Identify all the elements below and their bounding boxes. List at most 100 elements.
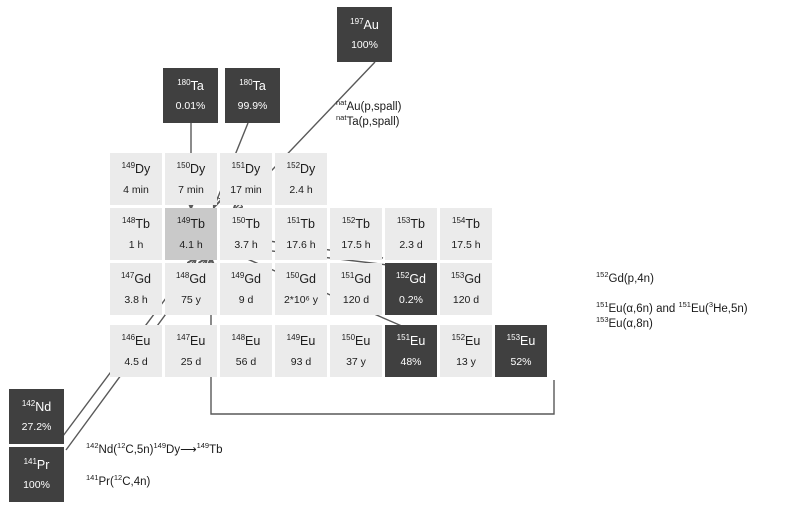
- annotation-eu-routes: 151Eu(α,6n) and 151Eu(3He,5n) 153Eu(α,8n…: [596, 300, 748, 332]
- nuclide-halflife-or-abundance: 3.8 h: [124, 293, 148, 306]
- nuclide-element-symbol: Tb: [190, 217, 205, 231]
- nuclide-halflife-or-abundance: 4.1 h: [179, 238, 203, 251]
- nuclide-cell-151Tb: 151Tb 17.6 h: [275, 208, 327, 260]
- nuclide-element-symbol: Eu: [190, 334, 206, 348]
- nuclide-element-symbol: Gd: [134, 272, 152, 286]
- nuclide-halflife-or-abundance: 25 d: [180, 355, 202, 368]
- nuclide-halflife-or-abundance: 2.4 h: [289, 183, 313, 196]
- eu-a8n-mass: 153: [596, 315, 609, 325]
- nuclide-cell-148Gd: 148Gd 75 y: [165, 263, 217, 315]
- tb149-element: Tb: [209, 444, 223, 456]
- nuclide-label: 152Tb: [342, 216, 370, 231]
- nuclide-label: 150Dy: [176, 160, 206, 176]
- nuclide-element-symbol: Dy: [190, 162, 206, 176]
- nuclide-mass-number: 149: [121, 160, 136, 170]
- nuclide-cell-148Eu: 148Eu 56 d: [220, 325, 272, 377]
- nuclide-halflife-or-abundance: 93 d: [290, 355, 312, 368]
- dy149-mass: 149: [153, 441, 167, 451]
- nuclide-halflife-or-abundance: 27.2%: [21, 421, 52, 433]
- eu-he3-mass: 151: [678, 300, 691, 310]
- nuclide-mass-number: 152: [395, 270, 410, 280]
- nuclide-element-symbol: Gd: [244, 272, 262, 286]
- nuclide-cell-150Eu: 150Eu 37 y: [330, 325, 382, 377]
- nuclide-halflife-or-abundance: 9 d: [238, 293, 254, 306]
- nuclide-halflife-or-abundance: 75 y: [181, 293, 201, 306]
- nuclide-mass-number: 153: [506, 332, 521, 342]
- nuclide-cell-152Tb: 152Tb 17.5 h: [330, 208, 382, 260]
- nuclide-label: 149Dy: [121, 160, 151, 176]
- nuclide-mass-number: 146: [121, 332, 136, 342]
- nuclide-halflife-or-abundance: 7 min: [178, 183, 204, 196]
- nd-mass: 142: [86, 441, 99, 451]
- nuclide-halflife-or-abundance: 48%: [400, 355, 422, 368]
- nuclide-label: 147Eu: [176, 332, 206, 348]
- nuclide-element-symbol: Dy: [300, 162, 316, 176]
- nuclide-halflife-or-abundance: 13 y: [456, 355, 476, 368]
- nuclide-cell-146Eu: 146Eu 4.5 d: [110, 325, 162, 377]
- nuclide-element-symbol: Au: [363, 17, 379, 32]
- annotation-eu-line2: 153Eu(α,8n): [596, 315, 748, 332]
- nuclide-label: 153Gd: [450, 270, 481, 286]
- nuclide-halflife-or-abundance: 100%: [351, 39, 378, 51]
- nuclide-halflife-or-abundance: 99.9%: [237, 100, 268, 112]
- nuclide-cell-180Ta: 180Ta 0.01%: [163, 68, 218, 123]
- nd-channel: C,5n): [125, 444, 154, 456]
- nuclide-element-symbol: Eu: [465, 334, 481, 348]
- nuclide-mass-number: 153: [450, 270, 465, 280]
- annotation-spallation-line1: natAu(p,spall): [336, 99, 402, 115]
- nuclide-label: 180Ta: [177, 77, 204, 93]
- nuclide-element-symbol: Tb: [135, 217, 150, 231]
- nuclide-mass-number: 154: [452, 215, 466, 225]
- nuclide-halflife-or-abundance: 2.3 d: [399, 238, 423, 251]
- nuclide-mass-number: 152: [451, 332, 466, 342]
- nuclide-cell-150Tb: 150Tb 3.7 h: [220, 208, 272, 260]
- nuclide-cell-153Eu: 153Eu 52%: [495, 325, 547, 377]
- nuclide-mass-number: 149: [286, 332, 301, 342]
- pr-c12-mass: 12: [113, 473, 123, 483]
- nuclide-label: 148Gd: [176, 271, 206, 286]
- nuclide-halflife-or-abundance: 0.2%: [399, 293, 423, 306]
- nuclide-halflife-or-abundance: 0.01%: [175, 100, 206, 112]
- nuclide-label: 151Eu: [397, 333, 426, 348]
- nuclide-label: 148Eu: [232, 333, 261, 348]
- nuclide-cell-147Gd: 147Gd 3.8 h: [110, 263, 162, 315]
- nuclide-mass-number: 148: [122, 215, 136, 225]
- nuclide-cell-151Dy: 151Dy 17 min: [220, 153, 272, 205]
- nuclide-element-symbol: Pr: [36, 457, 50, 472]
- nuclide-mass-number: 150: [176, 160, 191, 170]
- nuclide-element-symbol: Ta: [190, 78, 204, 93]
- nuclide-label: 147Gd: [121, 271, 152, 286]
- nuclide-element-symbol: Ta: [252, 78, 266, 93]
- nuclide-label: 150Eu: [342, 333, 371, 348]
- nuclide-cell-148Tb: 148Tb 1 h: [110, 208, 162, 260]
- nuclide-halflife-or-abundance: 120 d: [452, 293, 480, 306]
- nuclide-mass-number: 142: [21, 398, 36, 408]
- nuclide-halflife-or-abundance: 52%: [510, 355, 532, 368]
- nuclide-mass-number: 149: [230, 270, 245, 280]
- nuclide-label: 180Ta: [239, 78, 266, 93]
- nuclide-cell-154Tb: 154Tb 17.5 h: [440, 208, 492, 260]
- nuclide-label: 151Tb: [287, 216, 315, 231]
- nuclide-mass-number: 151: [340, 270, 355, 280]
- nuclide-element-symbol: Gd: [299, 272, 317, 286]
- nuclide-cell-197Au: 197Au 100%: [337, 7, 392, 62]
- nuclide-halflife-or-abundance: 17 min: [230, 183, 262, 196]
- annotation-nd-route: 142Nd(12C,5n)149Dy⟶149Tb: [86, 441, 223, 458]
- nuclide-halflife-or-abundance: 120 d: [342, 293, 370, 306]
- nuclide-cell-152Gd: 152Gd 0.2%: [385, 263, 437, 315]
- nuclide-element-symbol: Tb: [465, 217, 480, 231]
- nuclide-mass-number: 150: [232, 215, 246, 225]
- nuclide-mass-number: 153: [397, 215, 411, 225]
- nuclide-label: 151Dy: [232, 161, 261, 176]
- nuclide-element-symbol: Eu: [245, 334, 261, 348]
- eu-he3-open: Eu(: [690, 303, 709, 315]
- nuclide-mass-number: 147: [176, 332, 191, 342]
- nd-open: Nd(: [98, 444, 118, 456]
- nuclide-element-symbol: Tb: [300, 217, 315, 231]
- annotation-eu-line1: 151Eu(α,6n) and 151Eu(3He,5n): [596, 300, 748, 317]
- nuclide-mass-number: 180: [177, 77, 191, 87]
- dy149-element: Dy: [166, 444, 181, 456]
- spall-au-reaction: Au(p,spall): [346, 101, 402, 113]
- nuclide-label: 197Au: [350, 17, 379, 32]
